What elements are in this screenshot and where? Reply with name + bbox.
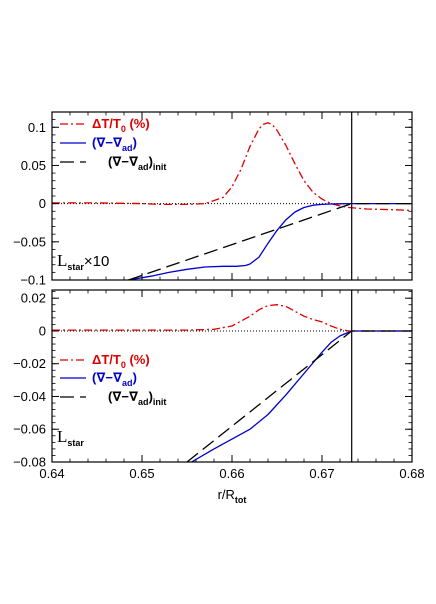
bottom-legend-dT-label: ΔT/T0 (%)	[92, 352, 150, 370]
bottom-y-tick-label: 0.02	[21, 291, 46, 306]
x-axis-label-subscript: tot	[235, 495, 247, 505]
bottom-legend-init-label: (∇−∇ad)init	[108, 389, 166, 407]
top-series-group	[52, 122, 412, 280]
top-legend-dT-label: ΔT/T0 (%)	[92, 116, 150, 134]
x-tick-label: 0.65	[129, 466, 154, 481]
legend-subscript: ad	[122, 143, 133, 153]
top-y-tick-label: 0.05	[21, 158, 46, 173]
annotation-subscript: star	[67, 262, 84, 272]
bottom-y-tick-label: 0	[39, 323, 46, 338]
x-axis-label-main: r/R	[218, 487, 235, 502]
x-tick-label: 0.67	[309, 466, 334, 481]
legend-subscript: 0	[121, 360, 126, 370]
bottom-y-tick-label: −0.02	[13, 356, 46, 371]
bottom-annotation: Lstar	[57, 427, 84, 448]
bottom-series-0-line	[52, 304, 412, 332]
bottom-series-2-line	[186, 330, 412, 462]
annotation-main: L	[57, 251, 67, 270]
x-tick-label: 0.68	[399, 466, 424, 481]
legend-text: (∇−∇	[92, 370, 123, 385]
legend-text: (%)	[126, 116, 150, 131]
legend-text: )	[133, 370, 137, 385]
legend-subscript: 0	[121, 124, 126, 134]
top-series-2-line	[128, 202, 412, 280]
top-legend-grad-label: (∇−∇ad)	[92, 135, 137, 153]
bottom-y-tick-label: −0.04	[13, 389, 46, 404]
x-tick-label: 0.64	[39, 466, 64, 481]
bottom-series-1-line	[191, 330, 412, 462]
x-tick-label: 0.66	[219, 466, 244, 481]
legend-text: )	[149, 154, 153, 169]
legend-subscript: ad	[138, 397, 149, 407]
annotation-suffix: ×10	[84, 253, 109, 270]
top-y-tick-label: 0.1	[28, 120, 46, 135]
annotation-subscript: star	[67, 438, 84, 448]
top-series-1-line	[128, 202, 412, 280]
legend-text: )	[133, 135, 137, 150]
legend-text: )	[149, 389, 153, 404]
x-axis-label: r/Rtot	[218, 487, 247, 505]
legend-text: ΔT/T	[92, 116, 121, 131]
legend-subscript: init	[153, 162, 167, 172]
legend-subscript: ad	[122, 378, 133, 388]
top-y-tick-label: 0	[39, 196, 46, 211]
bottom-y-tick-label: −0.08	[13, 455, 46, 470]
top-annotation: Lstar×10	[57, 251, 109, 272]
bottom-y-tick-label: −0.06	[13, 422, 46, 437]
legend-subscript: ad	[138, 162, 149, 172]
legend-text: (∇−∇	[108, 389, 139, 404]
top-series-0-line	[52, 122, 412, 212]
legend-text: (∇−∇	[108, 154, 139, 169]
bottom-panel: 0.64 0.65 0.66 0.67 0.68 −0.08 −0.06 −0.04 −0.02…	[13, 289, 425, 505]
bottom-legend-grad-label: (∇−∇ad)	[92, 370, 137, 388]
legend-text: (%)	[126, 352, 150, 367]
legend-text: (∇−∇	[92, 135, 123, 150]
legend-subscript: init	[153, 397, 167, 407]
top-y-tick-label: −0.05	[13, 234, 46, 249]
annotation-main: L	[57, 427, 67, 446]
top-legend-init-label: (∇−∇ad)init	[108, 154, 166, 172]
legend-text: ΔT/T	[92, 352, 121, 367]
top-y-tick-label: −0.1	[20, 273, 46, 288]
